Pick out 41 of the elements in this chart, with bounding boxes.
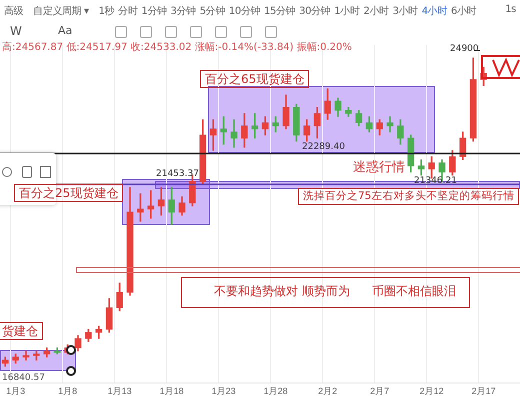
annotation: 21453.37 bbox=[156, 169, 199, 180]
x-tick-label: 2月17 bbox=[472, 386, 496, 396]
annotation: 迷惑行情 bbox=[353, 160, 405, 176]
annotation: 百分之65现货建仓 bbox=[200, 70, 310, 88]
annotation: 21346.21 bbox=[414, 176, 457, 187]
text: 高级 bbox=[4, 4, 24, 18]
text: 30分钟 bbox=[299, 4, 330, 18]
annotation: 洗掉百分之75左右对多头不坚定的筹码行情 bbox=[298, 188, 520, 205]
x-tick-label: 2月2 bbox=[318, 386, 338, 396]
text: 5分钟 bbox=[200, 4, 225, 18]
x-tick-label: 1月28 bbox=[264, 386, 288, 396]
annotation: 22289.40 bbox=[302, 142, 345, 153]
text: 高:24567.87 低:24517.97 收:24533.02 涨幅:-0.14%(-33.84) 振幅:0.20% bbox=[2, 42, 352, 54]
text: 分时 bbox=[118, 4, 138, 18]
annotation: 货建仓 bbox=[0, 322, 43, 340]
x-tick-label: 1月23 bbox=[212, 386, 236, 396]
text: 3小时 bbox=[392, 4, 418, 18]
x-tick-label: 1月8 bbox=[58, 386, 78, 396]
text: 24900 bbox=[450, 44, 479, 55]
text: 15分钟 bbox=[264, 4, 296, 18]
text: 1小时 bbox=[334, 4, 360, 18]
text: 3分钟 bbox=[170, 4, 196, 18]
text: 1s bbox=[505, 4, 516, 17]
text: 1分钟 bbox=[141, 4, 167, 18]
annotation: 百分之25现货建仓 bbox=[14, 184, 124, 202]
text: W bbox=[10, 24, 22, 38]
text: 6小时 bbox=[450, 4, 476, 18]
annotation: 不要和趋势做对 顺势而为 bbox=[214, 284, 350, 298]
x-tick-label: 1月13 bbox=[108, 386, 132, 396]
text: 2小时 bbox=[363, 4, 389, 18]
x-tick-label: 1月3 bbox=[6, 386, 26, 396]
text: 1秒 bbox=[98, 4, 114, 18]
x-tick-label: 2月7 bbox=[370, 386, 390, 396]
text: 4小时 bbox=[422, 4, 447, 18]
text: 10分钟 bbox=[228, 4, 260, 18]
text: 16840.57 bbox=[2, 373, 45, 384]
x-tick-label: 1月18 bbox=[160, 386, 184, 396]
text: Aa bbox=[58, 24, 72, 38]
annotation: 币圈不相信眼泪 bbox=[372, 284, 456, 298]
x-tick-label: 2月12 bbox=[420, 386, 444, 396]
text: 自定义周期 ▾ bbox=[33, 4, 89, 18]
